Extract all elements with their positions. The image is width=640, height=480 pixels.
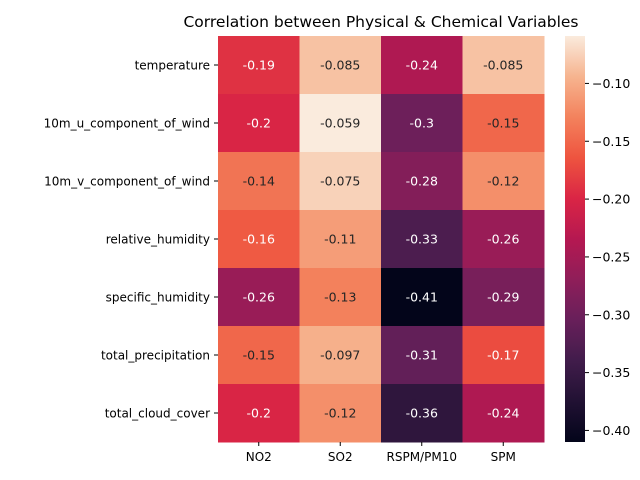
heatmap-cell [299, 152, 382, 211]
heatmap-cell [218, 210, 300, 269]
cell-value-label: -0.13 [324, 290, 356, 305]
heatmap-cell [299, 268, 382, 327]
y-tick-label: relative_humidity [106, 233, 210, 247]
cell-value-label: -0.2 [247, 116, 271, 131]
cell-value-label: -0.085 [483, 58, 523, 73]
heatmap-cell [462, 326, 545, 385]
cell-value-label: -0.41 [406, 290, 438, 305]
heatmap-cell [381, 36, 463, 95]
x-tick-label: NO2 [246, 450, 272, 464]
heatmap-cell [299, 94, 382, 153]
heatmap-cell [299, 326, 382, 385]
cell-value-label: -0.24 [406, 58, 438, 73]
heatmap-cell [299, 384, 382, 443]
cell-value-label: -0.28 [406, 174, 438, 189]
heatmap-cells: -0.19 -0.085 -0.24 -0.085 -0.2 -0.059 -0.3 -0.1… [218, 36, 545, 443]
heatmap-cell [381, 384, 463, 443]
cell-value-label: -0.15 [487, 116, 519, 131]
x-tick-labels: NO2 SO2 RSPM/PM10 SPM [246, 442, 516, 464]
heatmap-cell [462, 210, 545, 269]
y-tick-labels: temperature 10m_u_component_of_wind 10m_v_… [44, 59, 218, 421]
heatmap-cell [218, 36, 300, 95]
y-tick-label: specific_humidity [106, 291, 210, 305]
heatmap-cell [462, 94, 545, 153]
cell-value-label: -0.12 [487, 174, 519, 189]
cell-value-label: -0.16 [243, 232, 275, 247]
heatmap-cell [299, 210, 382, 269]
x-tick-label: SO2 [328, 450, 353, 464]
heatmap-cell [381, 326, 463, 385]
cell-value-label: -0.19 [243, 58, 275, 73]
x-tick-label: SPM [491, 450, 516, 464]
heatmap-cell [218, 152, 300, 211]
heatmap-cell [462, 384, 545, 443]
cell-value-label: -0.36 [406, 406, 438, 421]
cell-value-label: -0.11 [324, 232, 356, 247]
heatmap-cell [218, 94, 300, 153]
y-tick-label: 10m_v_component_of_wind [44, 175, 210, 189]
cell-value-label: -0.059 [320, 116, 360, 131]
cell-value-label: -0.15 [243, 348, 275, 363]
colorbar-tick-label: −0.30 [592, 307, 630, 322]
heatmap-cell [381, 268, 463, 327]
cell-value-label: -0.29 [487, 290, 519, 305]
cell-value-label: -0.3 [410, 116, 434, 131]
cell-value-label: -0.12 [324, 406, 356, 421]
cell-value-label: -0.33 [406, 232, 438, 247]
cell-value-label: -0.075 [320, 174, 360, 189]
y-tick-label: total_cloud_cover [105, 407, 210, 421]
heatmap-cell [218, 268, 300, 327]
heatmap-cell [381, 152, 463, 211]
heatmap-cell [299, 36, 382, 95]
cell-value-label: -0.26 [487, 232, 519, 247]
y-tick-label: temperature [135, 59, 210, 73]
colorbar-tick-label: −0.25 [592, 249, 630, 264]
y-tick-label: 10m_u_component_of_wind [44, 117, 210, 131]
colorbar-tick-label: −0.10 [592, 76, 630, 91]
cell-value-label: -0.085 [320, 58, 360, 73]
heatmap-cell [462, 152, 545, 211]
colorbar-tick-label: −0.40 [592, 423, 630, 438]
colorbar-tick-label: −0.20 [592, 192, 630, 207]
colorbar-tick-label: −0.15 [592, 134, 630, 149]
heatmap-cell [218, 326, 300, 385]
colorbar-tick-label: −0.35 [592, 365, 630, 380]
heatmap-cell [462, 36, 545, 95]
heatmap-cell [218, 384, 300, 443]
heatmap-cell [462, 268, 545, 327]
heatmap-cell [381, 210, 463, 269]
colorbar: −0.10 −0.15 −0.20 −0.25 −0.30 −0.35 −0.40 [565, 36, 630, 442]
cell-value-label: -0.26 [243, 290, 275, 305]
x-tick-label: RSPM/PM10 [387, 450, 457, 464]
cell-value-label: -0.14 [243, 174, 275, 189]
cell-value-label: -0.2 [247, 406, 271, 421]
cell-value-label: -0.17 [487, 348, 519, 363]
y-tick-label: total_precipitation [101, 349, 210, 363]
cell-value-label: -0.24 [487, 406, 519, 421]
colorbar-gradient [565, 36, 585, 442]
cell-value-label: -0.097 [320, 348, 360, 363]
chart-title: Correlation between Physical & Chemical … [183, 13, 578, 31]
heatmap-cell [381, 94, 463, 153]
cell-value-label: -0.31 [406, 348, 438, 363]
